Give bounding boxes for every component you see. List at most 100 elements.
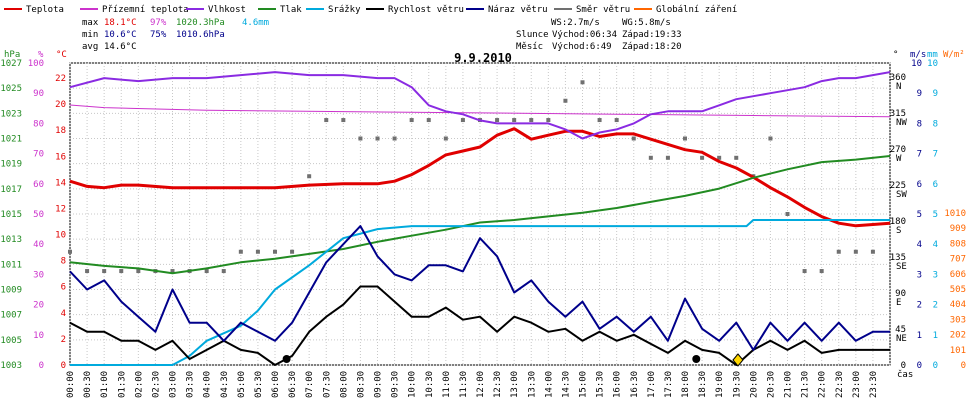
legend-naraz-vetru: Náraz větru bbox=[466, 5, 548, 15]
x-tick-label: 21:00 bbox=[784, 371, 794, 398]
mm-tick-label: 10 bbox=[927, 59, 938, 69]
x-tick-label: 08:30 bbox=[356, 371, 366, 398]
temp-tick-label: 12 bbox=[55, 204, 66, 214]
wind-direction-point bbox=[358, 136, 363, 141]
ms-tick-label: 5 bbox=[917, 210, 922, 220]
temp-tick-label: 16 bbox=[55, 152, 66, 162]
mm-tick-label: 1 bbox=[933, 331, 938, 341]
dir-tick-label: 135 bbox=[890, 253, 906, 263]
legend-teplota: Teplota bbox=[4, 5, 64, 15]
x-tick-label: 15:30 bbox=[596, 371, 606, 398]
dir-tick-label: 180 bbox=[890, 217, 906, 227]
wind-direction-point bbox=[580, 80, 585, 85]
hpa-tick-label: 1017 bbox=[0, 185, 22, 195]
wind-direction-point bbox=[409, 118, 414, 123]
series-line-teplota bbox=[69, 127, 891, 228]
temp-tick-label: 14 bbox=[55, 178, 66, 188]
dir-name-label: E bbox=[896, 298, 901, 308]
wind-direction-point bbox=[597, 118, 602, 123]
wind-direction-point bbox=[460, 118, 465, 123]
dir-tick-label: 45 bbox=[895, 325, 906, 335]
wm2-tick-label: 606 bbox=[950, 270, 966, 280]
wind-direction-point bbox=[700, 155, 705, 160]
stats-min-label: min bbox=[82, 30, 98, 40]
markers bbox=[282, 353, 744, 367]
ms-tick-label: 9 bbox=[917, 89, 922, 99]
ms-tick-label: 7 bbox=[917, 150, 922, 160]
x-tick-label: 05:30 bbox=[254, 371, 264, 398]
mm-tick-label: 4 bbox=[933, 240, 938, 250]
ms-tick-label: 3 bbox=[917, 270, 922, 280]
tick-labels: 1027102510231021101910171015101310111009… bbox=[0, 59, 966, 398]
ms-tick-label: 4 bbox=[917, 240, 922, 250]
temp-tick-label: 18 bbox=[55, 126, 66, 136]
wind-direction-point bbox=[119, 269, 124, 274]
legend-vlhkost: Vlhkost bbox=[186, 5, 246, 15]
stats-avg-temp: 14.6°C bbox=[104, 42, 137, 52]
hpa-tick-label: 1005 bbox=[0, 336, 22, 346]
wind-direction-point bbox=[648, 155, 653, 160]
dir-name-label: SE bbox=[896, 262, 907, 272]
temp-tick-label: 2 bbox=[61, 335, 66, 345]
x-tick-label: 01:00 bbox=[100, 371, 110, 398]
mm-tick-label: 3 bbox=[933, 270, 938, 280]
mm-unit-label: mm bbox=[927, 50, 938, 60]
wind-direction-point bbox=[221, 269, 226, 274]
mm-tick-label: 9 bbox=[933, 89, 938, 99]
x-tick-label: 06:30 bbox=[288, 371, 298, 398]
sun-label: Slunce bbox=[516, 30, 549, 40]
x-axis-label: čas bbox=[897, 369, 913, 380]
x-tick-label: 18:00 bbox=[681, 371, 691, 398]
temp-tick-label: 4 bbox=[61, 309, 66, 319]
x-tick-label: 19:30 bbox=[732, 371, 742, 398]
stats-block: max 18.1°C 97% 1020.3hPa 4.6mm min 10.6°… bbox=[82, 18, 269, 52]
wind-direction-point bbox=[768, 136, 773, 141]
x-tick-label: 14:30 bbox=[561, 371, 571, 398]
hpa-tick-label: 1013 bbox=[0, 235, 22, 245]
ms-tick-label: 8 bbox=[917, 119, 922, 129]
x-tick-label: 10:00 bbox=[408, 371, 418, 398]
dir-name-label: NE bbox=[896, 334, 907, 344]
moonset-marker bbox=[692, 355, 701, 363]
dir-unit-label: ° bbox=[893, 50, 898, 60]
wind-direction-point bbox=[273, 249, 277, 254]
x-tick-label: 21:30 bbox=[801, 371, 811, 398]
wind-direction-point bbox=[870, 249, 875, 254]
wind-direction-point bbox=[255, 249, 260, 254]
legend-smer-vetru: Směr větru bbox=[554, 5, 630, 15]
svg-text:Rychlost větru: Rychlost větru bbox=[388, 5, 464, 15]
hpa-tick-label: 1019 bbox=[0, 160, 22, 170]
wind-direction-point bbox=[665, 155, 670, 160]
ms-tick-label: 1 bbox=[917, 331, 922, 341]
wind-direction-point bbox=[853, 249, 858, 254]
dir-tick-label: 360 bbox=[890, 73, 906, 83]
wind-direction-point bbox=[68, 249, 72, 254]
x-tick-label: 00:30 bbox=[83, 371, 93, 398]
pct-tick-label: 20 bbox=[33, 301, 44, 311]
wind-direction-point bbox=[563, 98, 568, 103]
dir-tick-label: 270 bbox=[890, 145, 906, 155]
wind-gust-max: WG:5.8m/s bbox=[622, 18, 671, 28]
temp-tick-label: 22 bbox=[55, 74, 66, 84]
svg-text:Náraz větru: Náraz větru bbox=[488, 5, 548, 15]
dir-name-label: W bbox=[896, 154, 902, 164]
axis-unit-labels: hPa % °C ° m/s mm W/m² čas bbox=[4, 50, 965, 380]
wind-direction-point bbox=[631, 136, 636, 141]
ms-tick-label: 0 bbox=[917, 361, 922, 371]
pct-tick-label: 100 bbox=[28, 59, 44, 69]
x-tick-label: 22:30 bbox=[835, 371, 845, 398]
dir-tick-label: 90 bbox=[895, 289, 906, 299]
x-tick-label: 02:00 bbox=[134, 371, 144, 398]
x-tick-label: 23:00 bbox=[852, 371, 862, 398]
wind-direction-point bbox=[529, 118, 534, 123]
wind-direction-point bbox=[102, 269, 107, 274]
hpa-tick-label: 1023 bbox=[0, 109, 22, 119]
wm2-tick-label: 707 bbox=[950, 255, 966, 265]
degc-unit-label: °C bbox=[56, 50, 67, 60]
wind-speed-avg: WS:2.7m/s bbox=[551, 18, 600, 28]
mm-tick-label: 2 bbox=[933, 301, 938, 311]
x-tick-label: 14:00 bbox=[544, 371, 554, 398]
legend-srazky: Srážky bbox=[306, 5, 361, 15]
legend-prizemni-teplota: Přízemní teplota bbox=[80, 5, 189, 15]
series-line-n-raz-v-tru bbox=[69, 225, 890, 351]
